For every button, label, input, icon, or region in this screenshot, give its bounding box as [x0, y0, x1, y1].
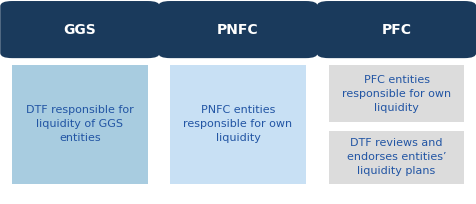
- FancyBboxPatch shape: [158, 1, 318, 58]
- FancyBboxPatch shape: [170, 65, 306, 184]
- Text: PNFC entities
responsible for own
liquidity: PNFC entities responsible for own liquid…: [183, 105, 293, 143]
- FancyBboxPatch shape: [12, 65, 148, 184]
- FancyBboxPatch shape: [328, 65, 465, 122]
- Text: PNFC: PNFC: [217, 23, 259, 37]
- FancyBboxPatch shape: [0, 1, 159, 58]
- Text: GGS: GGS: [64, 23, 96, 37]
- Text: DTF reviews and
endorses entities’
liquidity plans: DTF reviews and endorses entities’ liqui…: [347, 138, 446, 176]
- Text: PFC: PFC: [381, 23, 412, 37]
- FancyBboxPatch shape: [317, 1, 476, 58]
- Text: PFC entities
responsible for own
liquidity: PFC entities responsible for own liquidi…: [342, 75, 451, 113]
- FancyBboxPatch shape: [328, 131, 465, 184]
- Text: DTF responsible for
liquidity of GGS
entities: DTF responsible for liquidity of GGS ent…: [26, 105, 134, 143]
